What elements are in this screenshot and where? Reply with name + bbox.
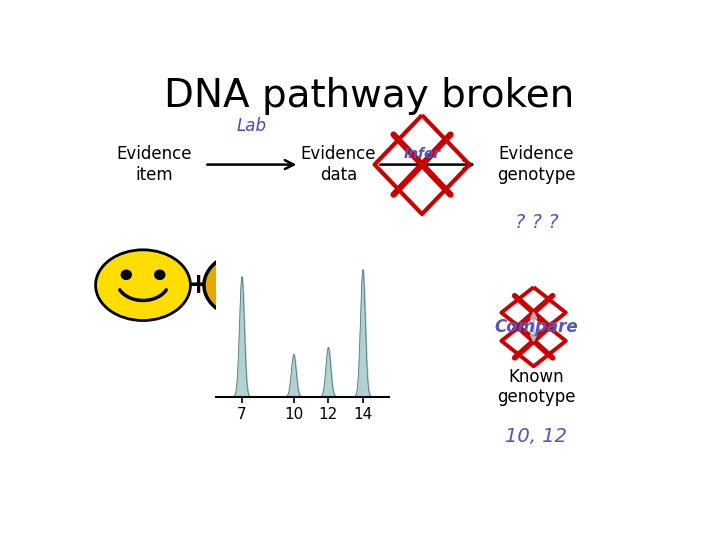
Ellipse shape xyxy=(121,270,131,279)
Text: Evidence
genotype: Evidence genotype xyxy=(497,145,576,184)
Text: ? ? ?: ? ? ? xyxy=(515,213,558,232)
Text: Compare: Compare xyxy=(495,318,578,336)
Text: DNA pathway broken: DNA pathway broken xyxy=(164,77,574,115)
Text: Lab: Lab xyxy=(237,118,267,136)
Ellipse shape xyxy=(155,270,165,279)
Text: Evidence
item: Evidence item xyxy=(117,145,192,184)
Circle shape xyxy=(204,252,294,319)
Text: Known
genotype: Known genotype xyxy=(497,368,576,407)
Circle shape xyxy=(96,250,190,321)
Text: Evidence
data: Evidence data xyxy=(300,145,376,184)
Text: +: + xyxy=(187,271,210,299)
Text: Infer: Infer xyxy=(403,147,441,161)
Text: 10, 12: 10, 12 xyxy=(505,428,567,447)
